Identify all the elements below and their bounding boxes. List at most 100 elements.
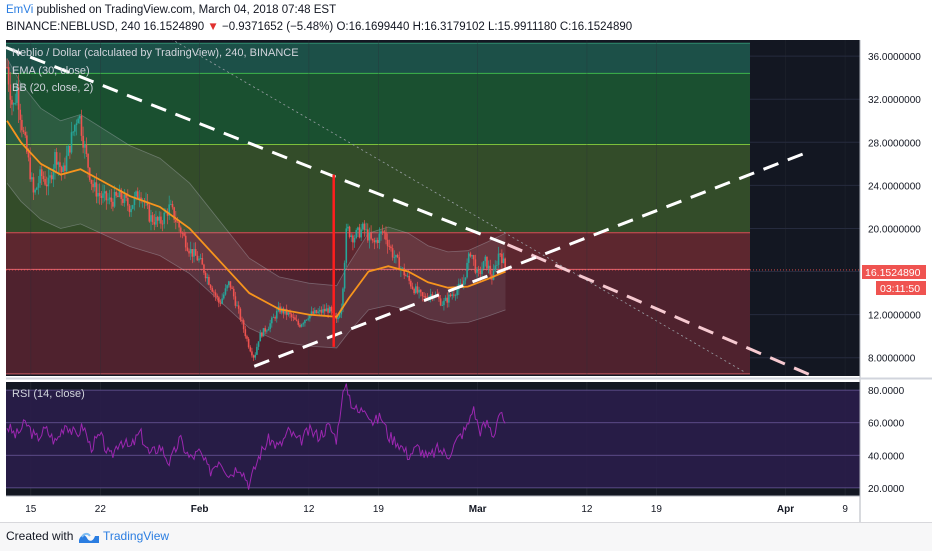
candle-body [135, 191, 137, 197]
close-value: C:16.1524890 [559, 21, 633, 33]
candle-body [310, 311, 313, 315]
candle-body [156, 217, 159, 221]
candle-body [492, 270, 495, 280]
candle-body [312, 311, 314, 314]
rsi-tick-label: 40.0000 [868, 451, 905, 462]
candle-body [214, 292, 217, 296]
candle-body [211, 287, 214, 292]
price-tick-label: 28.0000000 [868, 138, 921, 149]
candle-body [27, 152, 30, 158]
candle-body [52, 168, 55, 180]
candle-body [383, 231, 386, 233]
candle-body [102, 193, 104, 198]
rsi-series [6, 383, 860, 490]
candle-body [249, 347, 252, 352]
time-tick-label: 15 [25, 504, 37, 515]
candle-body [160, 216, 162, 224]
rsi-axis[interactable]: 80.0000 60.0000 40.0000 20.0000 [868, 386, 905, 495]
candle-body [198, 258, 200, 261]
candle-body [161, 223, 164, 225]
fib-zone-4 [6, 269, 750, 374]
candle-body [65, 155, 68, 171]
candle-body [411, 286, 414, 289]
candle-body [176, 221, 179, 223]
candle-body [360, 229, 362, 238]
candle-body [77, 118, 79, 124]
trendlines[interactable] [6, 46, 816, 378]
candle-body [92, 183, 94, 188]
candle-body [454, 295, 457, 297]
candle-body [347, 226, 349, 229]
ema-legend[interactable]: EMA (30, close) [12, 65, 90, 77]
candle-body [403, 267, 406, 276]
candle-body [318, 309, 321, 312]
candle-body [274, 317, 276, 319]
candle-body [472, 255, 475, 260]
fib-zone-1 [6, 73, 750, 145]
candle-body [338, 314, 341, 318]
candle-body [269, 323, 271, 329]
candle-body [371, 238, 374, 241]
candle-body [186, 247, 189, 251]
candle-body [448, 294, 450, 303]
lower-trendline[interactable] [253, 151, 806, 368]
candle-body [21, 119, 23, 131]
chart-area[interactable]: 36.0000000 32.0000000 28.0000000 24.0000000… [0, 0, 932, 522]
time-axis[interactable]: 15 22 Feb 12 19 Mar 12 19 Apr 9 [25, 504, 848, 515]
candle-body [317, 311, 319, 314]
candle-body [49, 175, 51, 178]
candle-body [378, 233, 381, 243]
candle-body [390, 246, 392, 249]
candle-body [196, 255, 199, 261]
author-link[interactable]: EmVi [6, 4, 34, 16]
candle-body [166, 211, 169, 216]
candle-body [366, 229, 369, 241]
candle-body [26, 135, 28, 153]
candle-body [74, 125, 76, 132]
candle-body [373, 240, 376, 243]
candle-body [251, 351, 253, 356]
dotted-trendline [172, 40, 747, 374]
price-tick-label: 36.0000000 [868, 52, 921, 63]
fib-zone-0 [6, 43, 750, 74]
candle-body [256, 346, 258, 355]
time-tick-label: Apr [777, 504, 794, 515]
candle-body [294, 317, 296, 320]
candle-body [130, 208, 132, 213]
candle-body [446, 297, 449, 303]
tradingview-logo-icon[interactable] [78, 530, 100, 544]
candle-body [424, 296, 427, 299]
bollinger-bands [6, 58, 506, 349]
bb-band-fill [7, 58, 506, 348]
candle-body [183, 233, 185, 236]
candle-body [128, 205, 131, 213]
candle-body [6, 66, 8, 68]
candle-body [462, 280, 465, 285]
time-tick-label: 19 [373, 504, 385, 515]
candle-body [98, 193, 101, 196]
candle-body [323, 309, 326, 312]
candle-body [201, 258, 204, 265]
price-axis[interactable]: 36.0000000 32.0000000 28.0000000 24.0000000… [868, 52, 921, 365]
upper-trendline[interactable] [6, 46, 509, 247]
candle-body [380, 231, 382, 234]
chart-header: EmVi published on TradingView.com, March… [0, 0, 932, 40]
bb-legend[interactable]: BB (20, close, 2) [12, 82, 93, 94]
upper-trendline-projection[interactable] [506, 243, 816, 377]
candle-body [474, 259, 477, 273]
open-value: O:16.1699440 [336, 21, 410, 33]
rsi-legend[interactable]: RSI (14, close) [12, 388, 85, 400]
candle-body [140, 197, 142, 201]
candle-body [70, 132, 73, 153]
candle-body [254, 354, 257, 358]
candle-body [307, 318, 310, 320]
candle-body [309, 314, 311, 319]
candle-body [365, 229, 367, 231]
candle-body [206, 276, 209, 279]
candle-body [80, 115, 83, 136]
candle-body [337, 317, 339, 320]
candle-body [122, 198, 124, 203]
candle-body [304, 320, 306, 324]
candle-body [501, 253, 503, 263]
tradingview-link[interactable]: TradingView [103, 529, 170, 543]
